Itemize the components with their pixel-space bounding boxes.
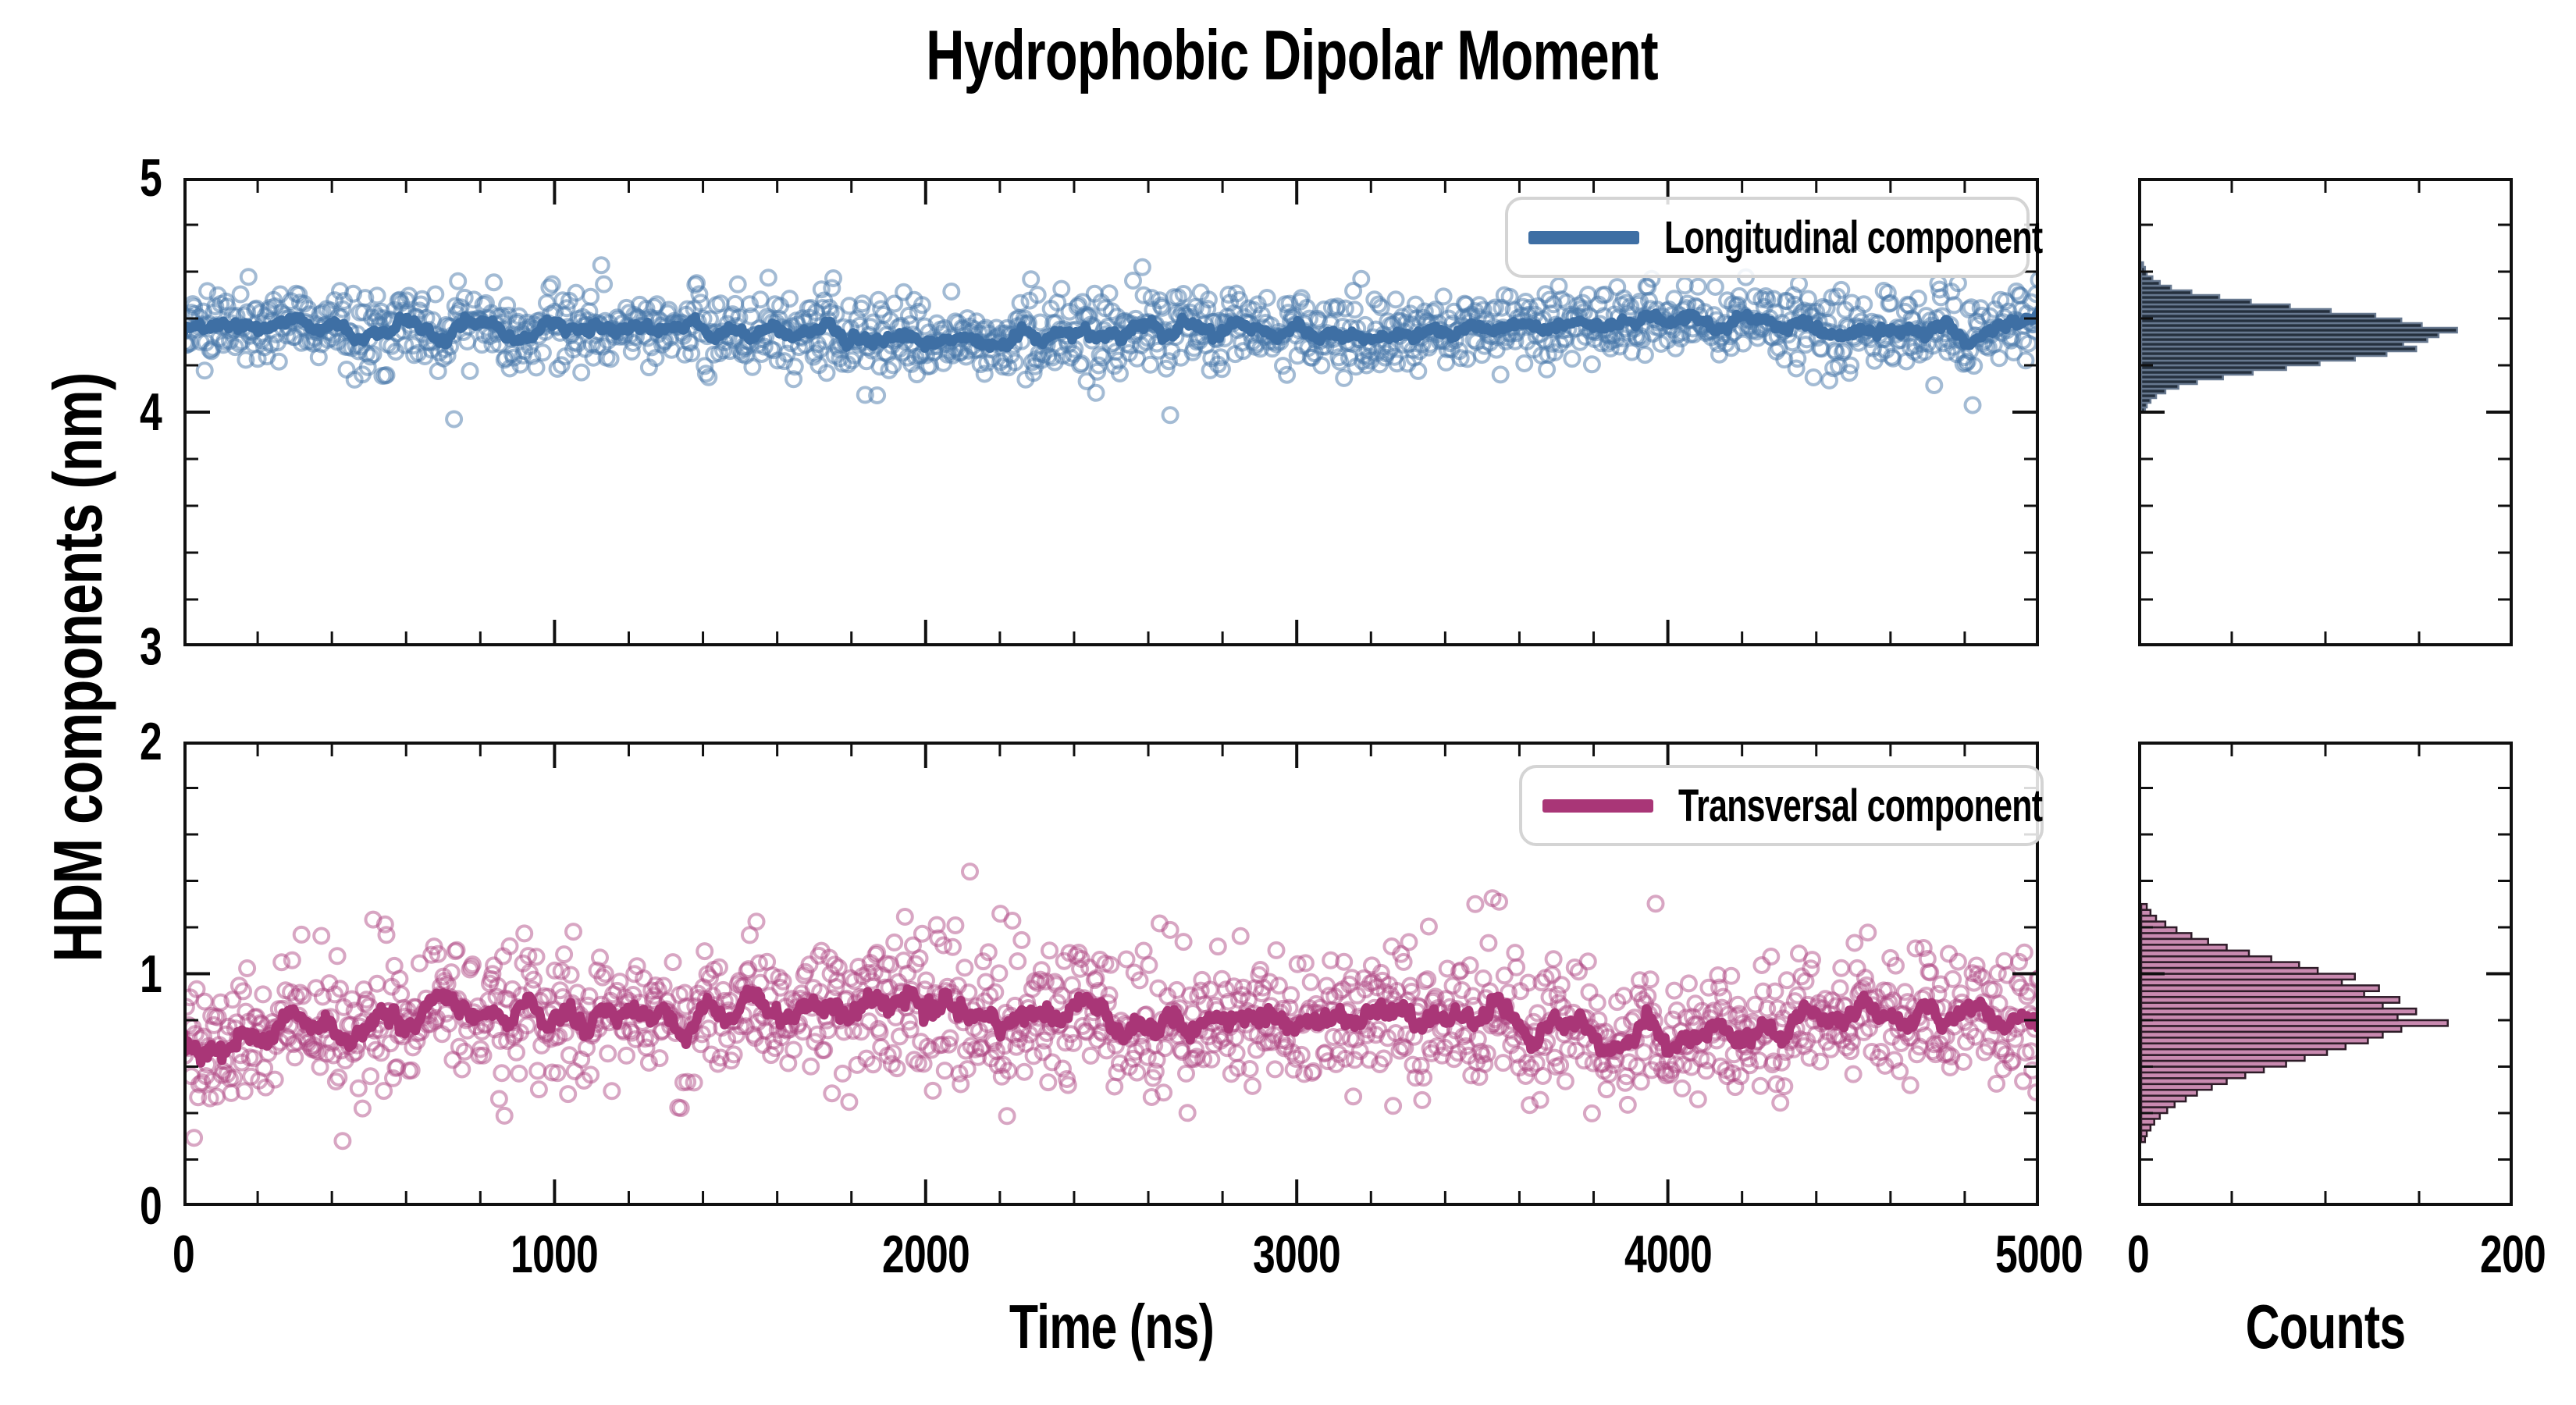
y-tick-label-top-3: 3 bbox=[140, 617, 162, 676]
x-tick-label-counts-0: 0 bbox=[2127, 1225, 2150, 1284]
y-tick-label-top-4: 4 bbox=[140, 382, 162, 442]
x-tick-label-time-4000: 4000 bbox=[1624, 1225, 1713, 1284]
panel-longitudinal-timeseries bbox=[183, 178, 2039, 646]
panel-longitudinal-histogram bbox=[2138, 178, 2513, 646]
panel-transversal-histogram bbox=[2138, 742, 2513, 1206]
legend-swatch-longitudinal bbox=[1528, 230, 1639, 244]
legend-longitudinal: Longitudinal component bbox=[1505, 197, 2043, 278]
x-tick-label-counts-200: 200 bbox=[2480, 1225, 2546, 1284]
x-axis-label-time: Time (ns) bbox=[1009, 1292, 1215, 1361]
x-tick-label-time-5000: 5000 bbox=[1995, 1225, 2083, 1284]
x-tick-label-time-0: 0 bbox=[173, 1225, 195, 1284]
y-tick-label-bottom-2: 2 bbox=[140, 712, 162, 771]
y-axis-label: HDM components (nm) bbox=[39, 372, 116, 962]
x-tick-label-time-2000: 2000 bbox=[881, 1225, 970, 1284]
legend-transversal: Transversal component bbox=[1519, 765, 2044, 846]
legend-label-transversal: Transversal component bbox=[1678, 780, 2043, 831]
x-axis-label-counts: Counts bbox=[2245, 1292, 2407, 1361]
y-tick-label-top-5: 5 bbox=[140, 148, 162, 208]
x-tick-label-time-1000: 1000 bbox=[511, 1225, 599, 1284]
legend-label-longitudinal: Longitudinal component bbox=[1664, 212, 2043, 263]
figure-title: Hydrophobic Dipolar Moment bbox=[926, 16, 1659, 95]
y-tick-label-bottom-0: 0 bbox=[140, 1176, 162, 1236]
x-tick-label-time-3000: 3000 bbox=[1253, 1225, 1341, 1284]
panel-transversal-timeseries bbox=[183, 742, 2039, 1206]
legend-swatch-transversal bbox=[1542, 799, 1653, 813]
y-tick-label-bottom-1: 1 bbox=[140, 944, 162, 1004]
